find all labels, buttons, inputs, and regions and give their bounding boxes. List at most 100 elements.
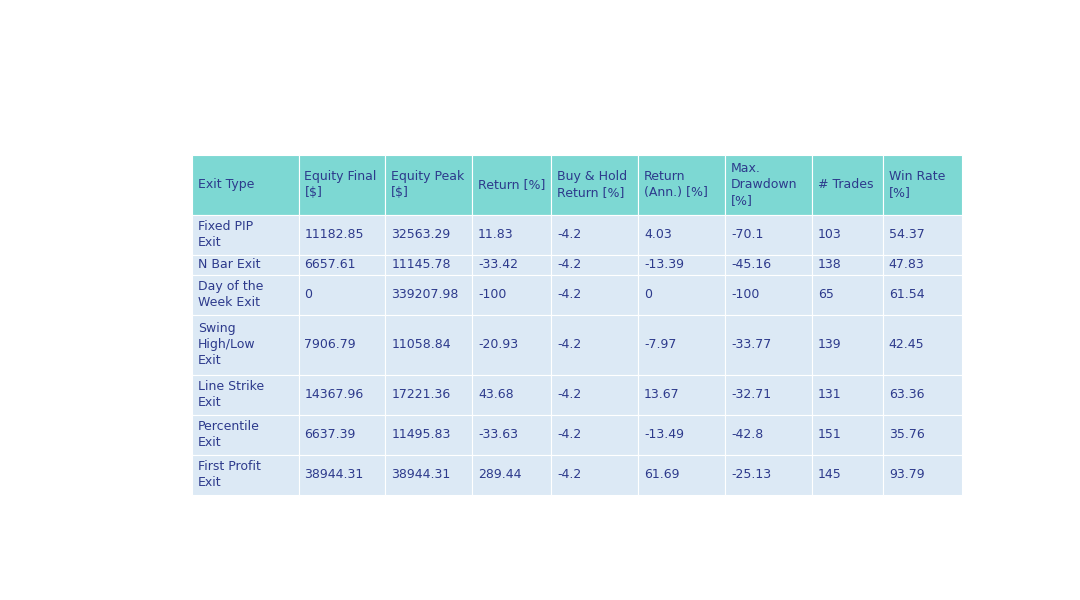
Text: # Trades: # Trades bbox=[818, 178, 874, 191]
Bar bbox=[638, 374, 725, 415]
Text: -45.16: -45.16 bbox=[731, 258, 771, 271]
Bar bbox=[386, 374, 472, 415]
Bar bbox=[725, 415, 812, 455]
Text: -20.93: -20.93 bbox=[478, 338, 518, 351]
Text: Equity Final
[$]: Equity Final [$] bbox=[305, 170, 377, 199]
Text: -13.49: -13.49 bbox=[644, 428, 684, 441]
Text: 131: 131 bbox=[818, 388, 841, 401]
Bar bbox=[192, 254, 298, 275]
Text: 93.79: 93.79 bbox=[889, 468, 924, 481]
Bar bbox=[386, 314, 472, 374]
Bar bbox=[386, 275, 472, 314]
Text: 103: 103 bbox=[818, 228, 841, 241]
Bar bbox=[472, 275, 551, 314]
Bar bbox=[883, 314, 962, 374]
Text: -33.42: -33.42 bbox=[478, 258, 518, 271]
Bar bbox=[883, 215, 962, 254]
Bar bbox=[638, 215, 725, 254]
Bar bbox=[551, 275, 638, 314]
Text: 0: 0 bbox=[644, 288, 652, 301]
Text: 35.76: 35.76 bbox=[889, 428, 924, 441]
Text: -4.2: -4.2 bbox=[557, 228, 581, 241]
Bar bbox=[551, 254, 638, 275]
Bar bbox=[298, 374, 386, 415]
Text: Win Rate
[%]: Win Rate [%] bbox=[889, 170, 945, 199]
Text: 6657.61: 6657.61 bbox=[305, 258, 356, 271]
Text: 138: 138 bbox=[818, 258, 841, 271]
Text: Exit Type: Exit Type bbox=[198, 178, 254, 191]
Bar bbox=[883, 374, 962, 415]
Text: 339207.98: 339207.98 bbox=[391, 288, 459, 301]
Text: -4.2: -4.2 bbox=[557, 428, 581, 441]
Text: 145: 145 bbox=[818, 468, 841, 481]
Bar bbox=[298, 155, 386, 215]
Bar bbox=[386, 254, 472, 275]
Text: -42.8: -42.8 bbox=[731, 428, 764, 441]
Bar bbox=[298, 314, 386, 374]
Bar bbox=[192, 275, 298, 314]
Bar bbox=[551, 155, 638, 215]
Bar bbox=[298, 215, 386, 254]
Bar bbox=[386, 415, 472, 455]
Bar bbox=[725, 314, 812, 374]
Text: 11.83: 11.83 bbox=[478, 228, 514, 241]
Text: 11495.83: 11495.83 bbox=[391, 428, 450, 441]
Text: 0: 0 bbox=[305, 288, 312, 301]
Text: 63.36: 63.36 bbox=[889, 388, 924, 401]
Bar bbox=[386, 155, 472, 215]
Bar bbox=[812, 314, 883, 374]
Bar bbox=[386, 215, 472, 254]
Text: Fixed PIP
Exit: Fixed PIP Exit bbox=[198, 220, 253, 249]
Text: -33.77: -33.77 bbox=[731, 338, 771, 351]
Text: 42.45: 42.45 bbox=[889, 338, 924, 351]
Text: 139: 139 bbox=[818, 338, 841, 351]
Text: 11182.85: 11182.85 bbox=[305, 228, 364, 241]
Text: -4.2: -4.2 bbox=[557, 388, 581, 401]
Bar bbox=[812, 374, 883, 415]
Text: Line Strike
Exit: Line Strike Exit bbox=[198, 380, 264, 409]
Bar bbox=[192, 215, 298, 254]
Bar bbox=[472, 455, 551, 495]
Bar bbox=[638, 455, 725, 495]
Bar bbox=[192, 374, 298, 415]
Text: Day of the
Week Exit: Day of the Week Exit bbox=[198, 280, 264, 309]
Text: -70.1: -70.1 bbox=[731, 228, 764, 241]
Text: -4.2: -4.2 bbox=[557, 468, 581, 481]
Text: -4.2: -4.2 bbox=[557, 258, 581, 271]
Bar bbox=[883, 455, 962, 495]
Bar bbox=[725, 155, 812, 215]
Text: 14367.96: 14367.96 bbox=[305, 388, 364, 401]
Text: 6637.39: 6637.39 bbox=[305, 428, 355, 441]
Text: -100: -100 bbox=[478, 288, 507, 301]
Text: 38944.31: 38944.31 bbox=[305, 468, 364, 481]
Bar bbox=[386, 455, 472, 495]
Text: Max.
Drawdown
[%]: Max. Drawdown [%] bbox=[731, 163, 797, 208]
Text: -4.2: -4.2 bbox=[557, 288, 581, 301]
Bar bbox=[192, 155, 298, 215]
Text: 61.54: 61.54 bbox=[889, 288, 924, 301]
Text: 65: 65 bbox=[818, 288, 834, 301]
Bar bbox=[472, 254, 551, 275]
Bar bbox=[551, 215, 638, 254]
Text: N Bar Exit: N Bar Exit bbox=[198, 258, 260, 271]
Bar bbox=[551, 415, 638, 455]
Bar bbox=[638, 275, 725, 314]
Bar bbox=[725, 254, 812, 275]
Bar bbox=[812, 275, 883, 314]
Bar bbox=[725, 455, 812, 495]
Bar bbox=[725, 275, 812, 314]
Bar bbox=[812, 415, 883, 455]
Text: 289.44: 289.44 bbox=[478, 468, 522, 481]
Bar bbox=[472, 155, 551, 215]
Bar bbox=[472, 314, 551, 374]
Text: Swing
High/Low
Exit: Swing High/Low Exit bbox=[198, 322, 255, 367]
Text: -4.2: -4.2 bbox=[557, 338, 581, 351]
Bar bbox=[638, 254, 725, 275]
Bar bbox=[472, 415, 551, 455]
Bar bbox=[812, 455, 883, 495]
Text: -100: -100 bbox=[731, 288, 759, 301]
Bar bbox=[638, 314, 725, 374]
Text: 11145.78: 11145.78 bbox=[391, 258, 450, 271]
Bar bbox=[638, 155, 725, 215]
Bar bbox=[472, 374, 551, 415]
